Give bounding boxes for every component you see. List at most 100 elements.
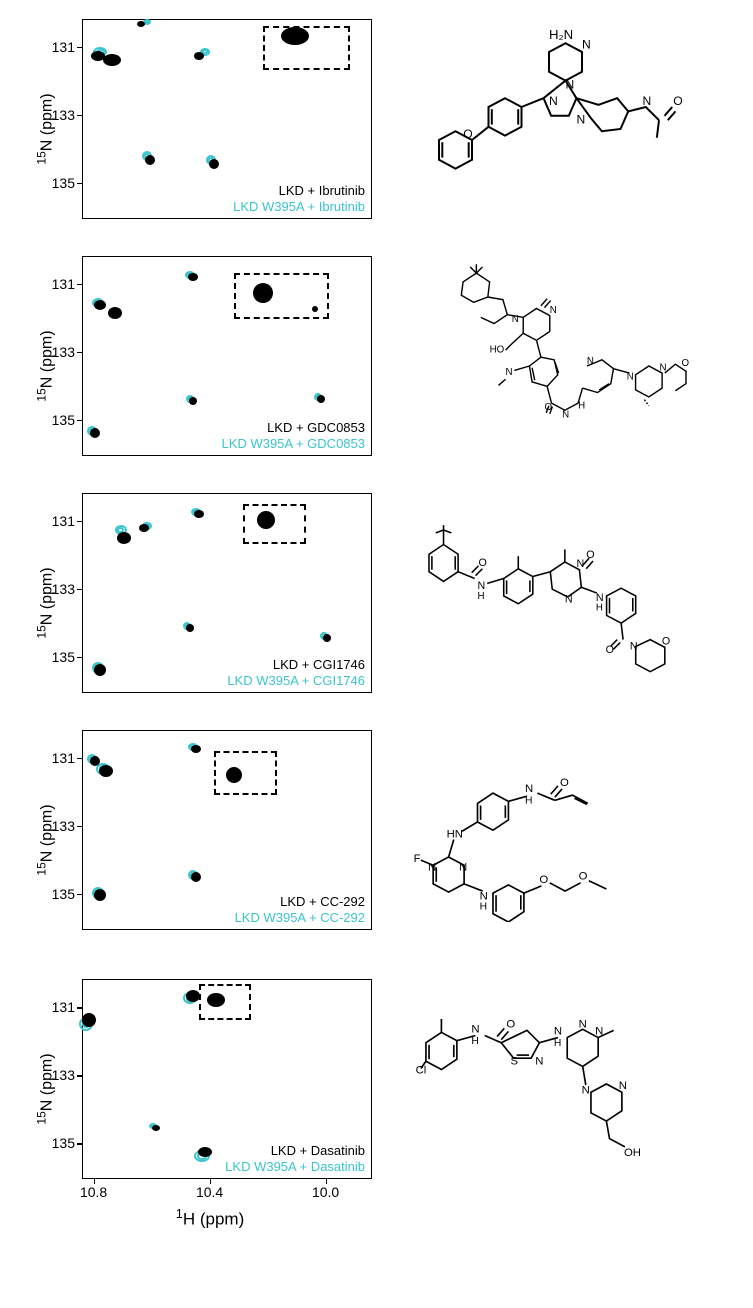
plot-area: LKD + IbrutinibLKD W395A + Ibrutinib [82,19,372,219]
svg-text:H: H [578,400,585,411]
peak-black [191,872,201,882]
legend-cyan: LKD W395A + CGI1746 [227,673,365,688]
legend-black: LKD + CGI1746 [273,657,365,672]
svg-text:O: O [560,777,569,789]
chemical-structure: H₂N N N N N O N O [395,14,725,244]
x-tick-mark [210,1179,212,1184]
peak-black [194,52,204,60]
spectrum-panel: 15N (ppm) 131 133 135 LKD + IbrutinibLKD W39… [10,14,380,244]
peak-black [137,21,145,27]
plot-area: LKD + CGI1746LKD W395A + CGI1746 [82,493,372,693]
chemical-structure: HN N N F N H O O N H O [395,725,725,955]
legend-cyan: LKD W395A + GDC0853 [222,436,365,451]
svg-text:O: O [662,635,670,647]
dashed-highlight-box [263,26,350,70]
spectrum-panel: 15N (ppm)131133135LKD + CGI1746LKD W395A… [10,488,380,718]
svg-text:N: N [577,112,586,126]
y-tick-label: 133 [45,818,75,834]
svg-text:H: H [478,591,485,602]
y-tick-label: 131 [45,750,75,766]
svg-text:HN: HN [447,828,463,840]
svg-text:N: N [480,890,488,902]
y-tick-label: 135 [45,1135,75,1151]
legend-black: LKD + Dasatinib [271,1143,365,1158]
svg-text:H: H [525,795,532,806]
svg-text:H: H [480,902,487,913]
y-tick-label: 131 [45,276,75,292]
structure-cc292: HN N N F N H O O N H O [395,757,725,922]
y-tick-label: 131 [45,39,75,55]
svg-text:N: N [525,783,533,795]
peak-black [94,889,106,901]
panel-row-0: 15N (ppm) 131 133 135 LKD + IbrutinibLKD W39… [10,10,743,247]
peak-black [209,159,219,169]
peak-black [188,273,198,281]
x-tick-label: 10.4 [190,1184,230,1200]
x-tick-label: 10.0 [306,1184,346,1200]
svg-text:N: N [511,313,518,324]
svg-text:N: N [535,1055,543,1067]
y-axis-label: 15N (ppm) [34,330,56,401]
svg-text:O: O [463,126,472,140]
svg-text:H₂N: H₂N [549,26,573,41]
panel-row-3: 15N (ppm) 131 133 135 LKD + CC-292LKD W395A … [10,721,743,958]
peak-black [99,765,113,777]
y-tick-label: 135 [45,412,75,428]
svg-text:O: O [606,644,614,656]
y-axis-label: 15N (ppm) [34,93,56,164]
svg-text:N: N [549,304,556,315]
legend-black: LKD + CC-292 [280,894,365,909]
peak-black [139,524,149,532]
svg-text:N: N [582,37,591,51]
y-axis-label: 15N (ppm) [34,1053,56,1124]
peak-black [94,664,106,676]
svg-text:S: S [511,1055,519,1067]
legend-cyan: LKD W395A + Ibrutinib [233,199,365,214]
legend-black: LKD + Ibrutinib [279,183,365,198]
spectrum-panel: 15N (ppm) 131 133 135 LKD + GDC0853LKD W395A… [10,251,380,481]
dashed-highlight-box [199,984,251,1020]
peak-black [90,756,100,766]
svg-text:N: N [471,1023,479,1035]
svg-text:O: O [673,93,682,107]
peak-black [90,428,100,438]
y-tick-label: 135 [45,175,75,191]
svg-text:OH: OH [624,1147,641,1159]
x-tick-mark [94,1179,96,1184]
y-tick-label: 133 [45,107,75,123]
svg-text:N: N [459,861,467,873]
dashed-highlight-box [234,273,330,319]
svg-text:H: H [471,1036,478,1047]
y-tick-label: 135 [45,649,75,665]
panel-row-4: 15N (ppm)131133135LKD + DasatinibLKD W39… [10,958,743,1220]
y-tick-label: 133 [45,344,75,360]
svg-text:N: N [562,409,569,420]
plot-area: LKD + CC-292LKD W395A + CC-292 [82,730,372,930]
peak-black [152,1125,160,1131]
svg-text:N: N [565,593,573,605]
svg-text:N: N [576,558,584,570]
plot-area: LKD + GDC0853LKD W395A + GDC0853 [82,256,372,456]
peak-black [108,307,122,319]
peak-black [323,634,331,642]
peak-black [186,624,194,632]
panel-row-2: 15N (ppm)131133135LKD + CGI1746LKD W395A… [10,484,743,721]
peak-black [198,1147,212,1157]
svg-text:H: H [596,602,603,613]
legend-cyan: LKD W395A + Dasatinib [225,1159,365,1174]
dashed-highlight-box [243,504,307,544]
y-tick-label: 131 [45,999,75,1015]
svg-text:O: O [681,357,689,368]
peak-black [94,300,106,310]
structure-gdc0853: N N HO N O N H N N N [410,251,711,481]
peak-black [189,397,197,405]
figure-container: 15N (ppm)131133135LKD + IbrutinibLKD W39… [10,10,743,1220]
structure-ibrutinib: H₂N N N N N O N O [395,19,725,239]
svg-text:O: O [579,871,588,883]
chemical-structure: N N HO N O N H N N N [395,251,725,481]
svg-text:N: N [554,1025,562,1037]
svg-text:H: H [554,1038,561,1049]
y-axis-label: 15N (ppm) [34,804,56,875]
y-tick-label: 135 [45,886,75,902]
legend-black: LKD + GDC0853 [267,420,365,435]
